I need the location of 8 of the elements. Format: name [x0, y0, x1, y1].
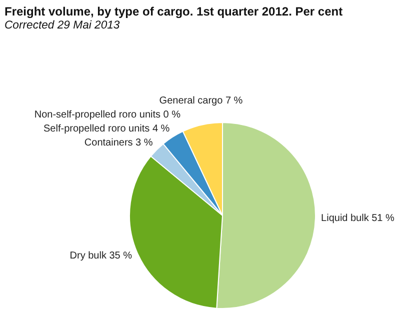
slice-label: General cargo 7 % [159, 96, 243, 107]
slice-label: Containers 3 % [84, 138, 153, 149]
category-label: Non-self-propelled roro units 0 % [34, 110, 181, 121]
slice-label: Liquid bulk 51 % [321, 213, 395, 224]
slice-label: Self-propelled roro units 4 % [44, 124, 170, 135]
chart-title: Freight volume, by type of cargo. 1st quarter 2012. Per cent [4, 4, 343, 18]
slice-label: Dry bulk 35 % [70, 250, 132, 262]
chart-subtitle: Corrected 29 Mai 2013 [4, 20, 120, 32]
